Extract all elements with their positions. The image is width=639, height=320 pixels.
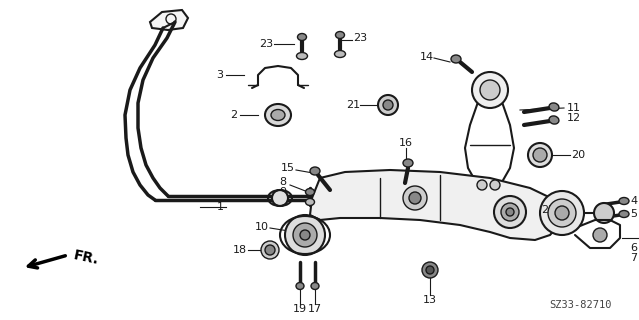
Ellipse shape [265, 104, 291, 126]
Text: 21: 21 [346, 100, 360, 110]
Circle shape [593, 228, 607, 242]
Text: 5: 5 [631, 209, 638, 219]
Circle shape [480, 80, 500, 100]
Circle shape [555, 206, 569, 220]
Circle shape [300, 230, 310, 240]
Text: 22: 22 [541, 205, 555, 215]
Text: 4: 4 [631, 196, 638, 206]
Ellipse shape [335, 31, 344, 38]
Text: 13: 13 [423, 295, 437, 305]
Ellipse shape [619, 197, 629, 204]
Text: 19: 19 [293, 304, 307, 314]
Circle shape [403, 186, 427, 210]
Ellipse shape [403, 159, 413, 167]
Text: 10: 10 [255, 222, 269, 232]
Ellipse shape [298, 34, 307, 41]
Circle shape [477, 180, 487, 190]
Circle shape [293, 223, 317, 247]
Text: 7: 7 [631, 253, 638, 263]
Circle shape [594, 203, 614, 223]
Circle shape [548, 199, 576, 227]
Circle shape [540, 191, 584, 235]
Circle shape [378, 95, 398, 115]
Polygon shape [310, 170, 562, 240]
Text: 2: 2 [231, 110, 238, 120]
Ellipse shape [619, 211, 629, 218]
Text: SZ33-82710: SZ33-82710 [549, 300, 612, 310]
Circle shape [490, 180, 500, 190]
Circle shape [528, 143, 552, 167]
Polygon shape [150, 10, 188, 30]
Circle shape [422, 262, 438, 278]
Text: 15: 15 [281, 163, 295, 173]
Ellipse shape [305, 198, 314, 205]
Text: 16: 16 [399, 138, 413, 148]
Circle shape [533, 148, 547, 162]
Circle shape [426, 266, 434, 274]
Circle shape [383, 100, 393, 110]
Text: 23: 23 [259, 39, 273, 49]
Circle shape [272, 190, 288, 206]
Circle shape [472, 72, 508, 108]
Circle shape [285, 215, 325, 255]
Text: 1: 1 [217, 202, 224, 212]
Text: 8: 8 [279, 177, 286, 187]
Text: 3: 3 [217, 70, 224, 80]
Text: FR.: FR. [72, 248, 100, 268]
Ellipse shape [549, 103, 559, 111]
Ellipse shape [451, 55, 461, 63]
Circle shape [494, 196, 526, 228]
Text: 12: 12 [567, 113, 581, 123]
Ellipse shape [305, 188, 314, 196]
Text: 14: 14 [420, 52, 434, 62]
Circle shape [506, 208, 514, 216]
Text: 20: 20 [571, 150, 585, 160]
Text: 11: 11 [567, 103, 581, 113]
Ellipse shape [311, 283, 319, 290]
Text: 6: 6 [631, 243, 638, 253]
Ellipse shape [271, 109, 285, 121]
Circle shape [501, 203, 519, 221]
Ellipse shape [310, 167, 320, 175]
Ellipse shape [334, 51, 346, 58]
Text: 9: 9 [279, 187, 286, 197]
Circle shape [265, 245, 275, 255]
Ellipse shape [549, 116, 559, 124]
Ellipse shape [296, 283, 304, 290]
Circle shape [409, 192, 421, 204]
Text: 17: 17 [308, 304, 322, 314]
Circle shape [261, 241, 279, 259]
Text: 23: 23 [353, 33, 367, 43]
Text: 18: 18 [233, 245, 247, 255]
Ellipse shape [296, 52, 307, 60]
